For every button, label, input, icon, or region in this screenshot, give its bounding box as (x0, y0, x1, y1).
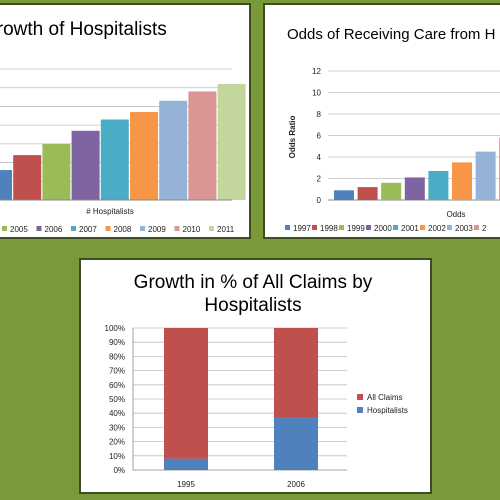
chart-a-bar-2007 (100, 119, 129, 200)
chart-c-ytick: 60% (109, 381, 125, 390)
chart-a-legend-swatch-2010 (174, 226, 180, 231)
chart-b-legend-swatch-2 (474, 225, 479, 230)
chart-b-legend-label-2002: 2002 (428, 224, 446, 233)
chart-b-legend-label-2001: 2001 (401, 224, 419, 233)
chart-a-legend-swatch-2008 (105, 226, 111, 231)
chart-b-ytick: 8 (317, 110, 322, 119)
chart-b-ytick: 10 (312, 89, 321, 98)
chart-c-ytick: 10% (109, 452, 125, 461)
chart-a-legend-label-2009: 2009 (148, 225, 166, 234)
chart-b-legend-swatch-2001 (393, 225, 398, 230)
chart-a-legend-label-2007: 2007 (79, 225, 97, 234)
chart-a-legend-label-2006: 2006 (45, 225, 63, 234)
chart-c-legend-swatch (357, 394, 363, 400)
chart-c-ytick: 40% (109, 409, 125, 418)
chart-a-legend-label-2008: 2008 (114, 225, 132, 234)
chart-c-title-line-2: Hospitalists (204, 295, 301, 316)
chart-b-bar-2001 (428, 170, 449, 200)
claims-share-chart: Growth in % of All Claims by Hospitalist… (105, 272, 408, 489)
chart-a-bar-2003 (0, 170, 12, 200)
chart-a-legend-swatch-2005 (2, 226, 7, 231)
chart-panel-hospitalist-growth: Growth of Hospitalists # Hospitalists 20… (0, 3, 251, 239)
chart-c-ytick: 20% (109, 438, 125, 447)
chart-b-ytick: 2 (317, 175, 322, 184)
chart-a-legend-label-2011: 2011 (217, 225, 235, 234)
chart-b-legend-label-1999: 1999 (347, 224, 365, 233)
chart-b-legend-label-1998: 1998 (320, 224, 338, 233)
chart-c-ytick: 50% (109, 395, 125, 404)
chart-c-legend-label: Hospitalists (367, 406, 408, 415)
chart-b-ytick: 0 (317, 196, 322, 205)
chart-c-legend-label: All Claims (367, 393, 403, 402)
chart-a-title: Growth of Hospitalists (0, 19, 167, 40)
chart-b-legend-swatch-2003 (447, 225, 452, 230)
chart-c-bar-1995-all-claims (164, 328, 208, 459)
chart-b-ytick: 12 (312, 67, 321, 76)
chart-b-legend-swatch-1999 (339, 225, 344, 230)
chart-a-bar-2010 (188, 91, 217, 200)
chart-c-bar-2006-hospitalists (274, 417, 318, 470)
chart-c-ytick: 30% (109, 423, 125, 432)
chart-c-bar-2006-all-claims (274, 328, 318, 418)
chart-a-legend-label-2005: 2005 (10, 225, 28, 234)
chart-c-ytick: 70% (109, 367, 125, 376)
chart-a-legend-swatch-2006 (36, 226, 42, 231)
chart-a-xlabel: # Hospitalists (86, 207, 134, 216)
chart-b-bar-1999 (381, 182, 402, 200)
chart-panel-odds-of-care: Odds of Receiving Care from H Odds Ratio… (263, 3, 500, 239)
chart-c-bar-1995-hospitalists (164, 458, 208, 470)
chart-c-ytick: 100% (105, 324, 125, 333)
chart-b-bar-2000 (404, 177, 425, 200)
chart-b-title: Odds of Receiving Care from H (287, 26, 495, 43)
chart-c-ytick: 0% (113, 466, 125, 475)
chart-b-bar-1998 (357, 187, 378, 200)
chart-b-bar-1997 (334, 190, 354, 200)
chart-b-legend-label-1997: 1997 (293, 224, 311, 233)
chart-a-legend-swatch-2011 (209, 226, 214, 231)
chart-a-bar-2005 (42, 143, 71, 200)
chart-c-legend-swatch (357, 407, 363, 413)
chart-b-xlabel: Odds (446, 210, 465, 219)
chart-a-bar-2006 (71, 130, 100, 200)
chart-b-ylabel: Odds Ratio (288, 116, 297, 159)
chart-a-legend-label-2010: 2010 (183, 225, 201, 234)
chart-c-title-line-1: Growth in % of All Claims by (134, 272, 373, 293)
chart-a-bar-2004 (13, 155, 42, 200)
hospitalist-growth-chart: Growth of Hospitalists # Hospitalists 20… (0, 19, 246, 234)
chart-c-xtick-2006: 2006 (287, 480, 305, 489)
chart-b-bar-2002 (452, 162, 472, 200)
chart-b-ytick: 6 (317, 132, 322, 141)
chart-a-bar-2011 (217, 83, 246, 200)
odds-of-care-chart: Odds of Receiving Care from H Odds Ratio… (285, 26, 500, 233)
chart-a-bar-2008 (130, 112, 158, 200)
chart-b-legend-label-2003: 2003 (455, 224, 473, 233)
chart-a-legend-swatch-2009 (140, 226, 145, 231)
chart-a-legend-swatch-2007 (71, 226, 76, 231)
chart-c-xtick-1995: 1995 (177, 480, 195, 489)
chart-b-legend-swatch-1998 (312, 225, 317, 230)
chart-panel-claims-share: Growth in % of All Claims by Hospitalist… (79, 258, 432, 494)
chart-b-bar-2003 (475, 151, 496, 200)
chart-b-ytick: 4 (317, 153, 322, 162)
chart-b-legend-label-2000: 2000 (374, 224, 392, 233)
chart-a-bar-2009 (159, 100, 188, 200)
chart-b-legend-label-2: 2 (482, 224, 487, 233)
chart-b-legend-swatch-1997 (285, 225, 290, 230)
chart-c-ytick: 80% (109, 352, 125, 361)
chart-c-ytick: 90% (109, 338, 125, 347)
chart-b-legend-swatch-2000 (366, 225, 371, 230)
chart-b-legend-swatch-2002 (420, 225, 425, 230)
